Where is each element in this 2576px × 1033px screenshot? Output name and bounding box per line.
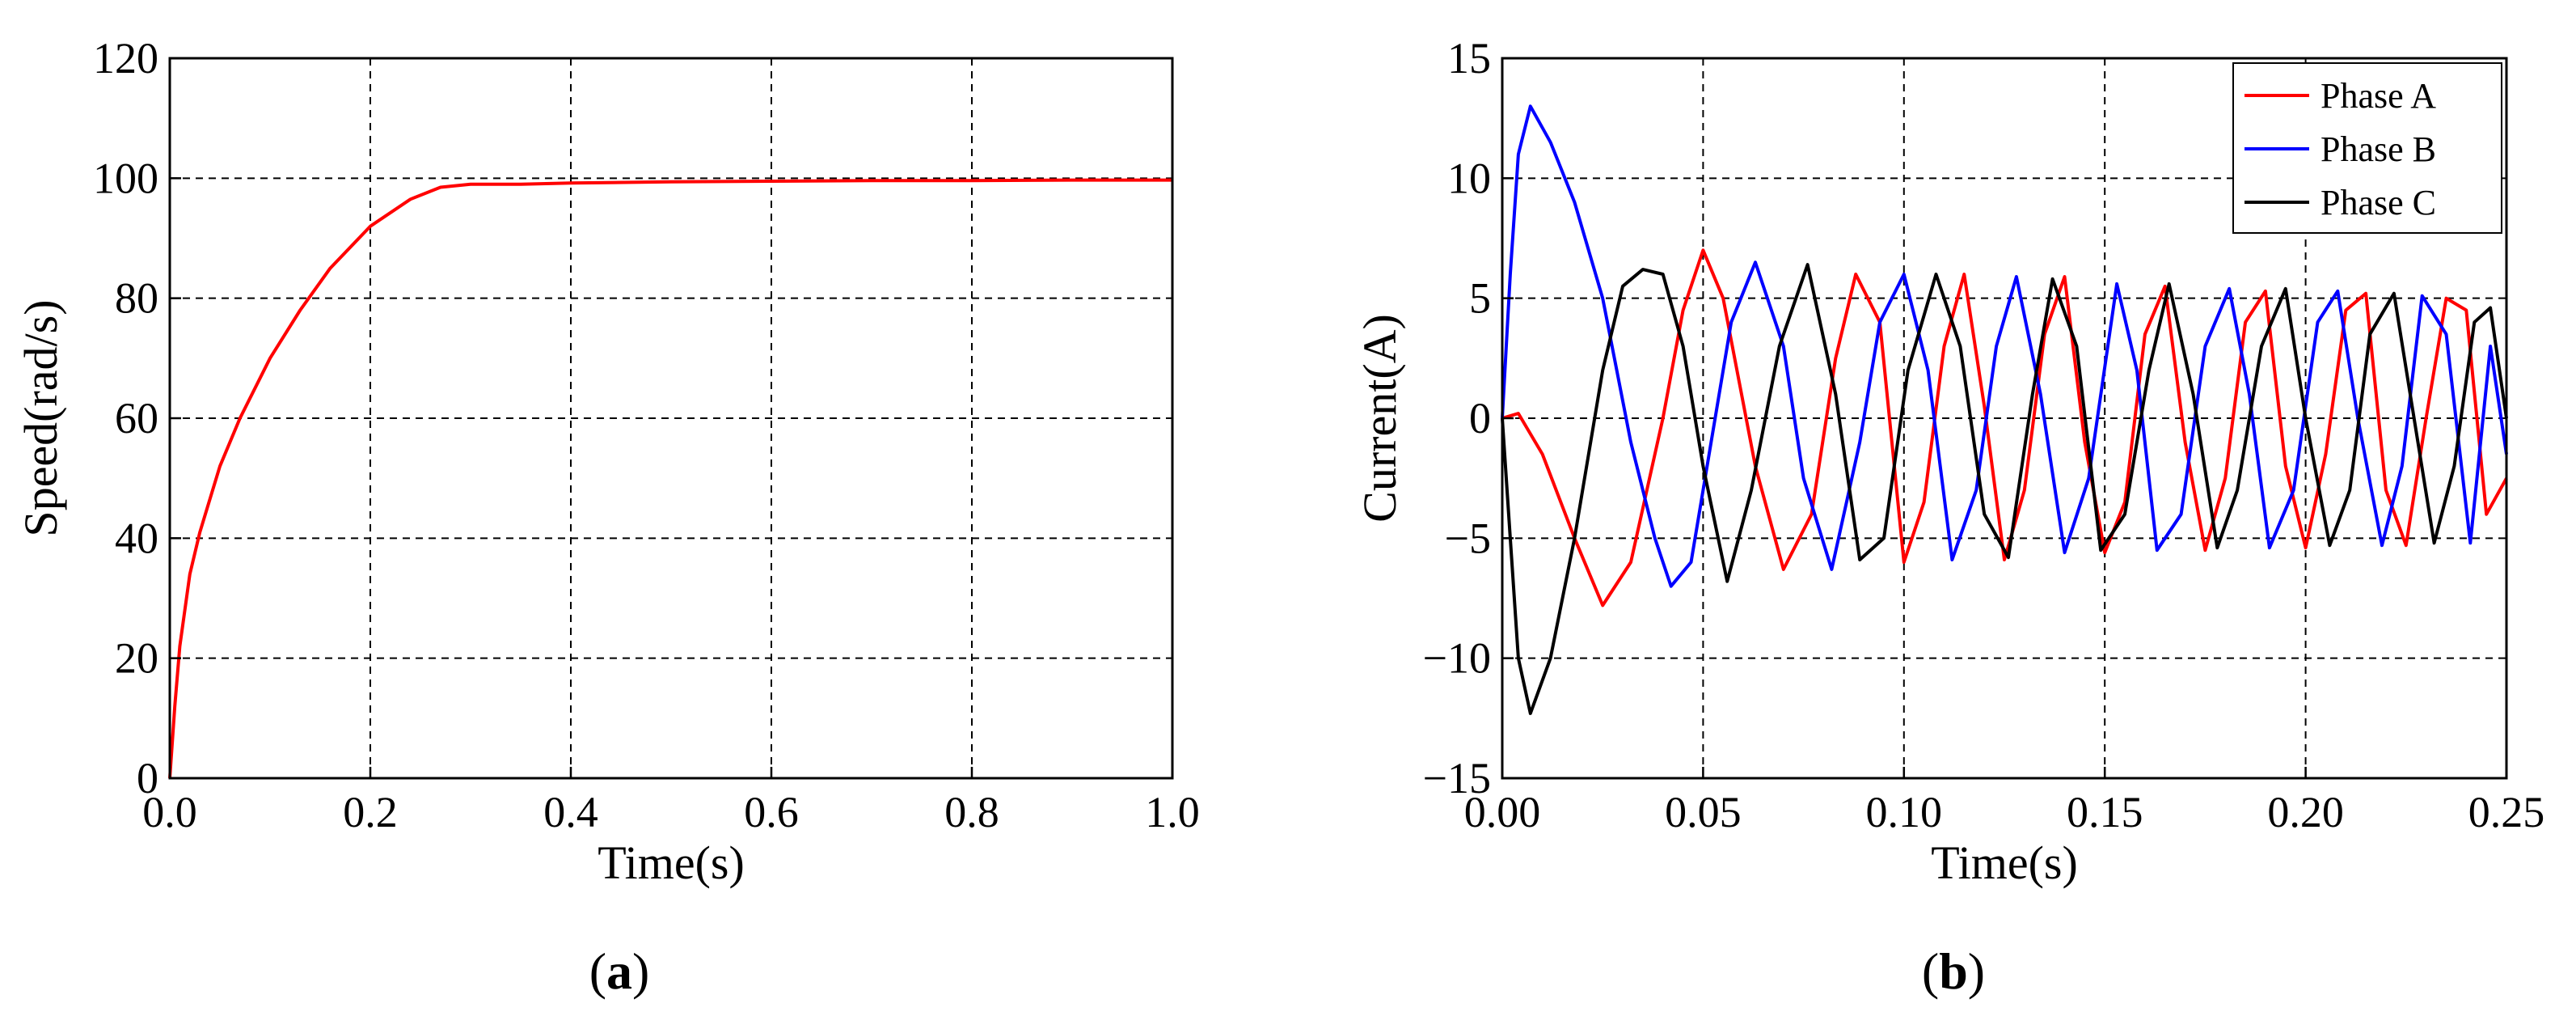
chart-a-xtick-label: 0.2 bbox=[343, 788, 398, 836]
chart-a-ylabel: Speed(rad/s) bbox=[15, 299, 67, 536]
chart-a: 0.0 0.2 0.4 0.6 0.8 1.0 0 20 40 60 80 100 120 Time(s)… bbox=[15, 34, 1200, 1000]
chart-a-xtick-label: 1.0 bbox=[1145, 788, 1200, 836]
chart-b-ylabel: Current(A) bbox=[1353, 314, 1406, 523]
chart-b-xlabel: Time(s) bbox=[1931, 836, 2078, 889]
chart-b-ytick-label: −10 bbox=[1423, 634, 1491, 683]
chart-a-ytick-label: 20 bbox=[115, 634, 158, 683]
chart-b-ytick-label: −15 bbox=[1423, 754, 1491, 802]
chart-a-ytick-label: 80 bbox=[115, 274, 158, 323]
chart-b-xtick-label: 0.20 bbox=[2267, 788, 2344, 836]
chart-b-ytick-label: 10 bbox=[1447, 154, 1491, 202]
chart-b: 0.00 0.05 0.10 0.15 0.20 0.25 −15 −10 −5 0 5 10 15 Ti… bbox=[1353, 34, 2544, 1000]
chart-b-ytick-label: 15 bbox=[1447, 34, 1491, 83]
chart-a-ytick-label: 120 bbox=[93, 34, 158, 83]
chart-b-ytick-label: 0 bbox=[1469, 394, 1491, 442]
chart-b-legend-label: Phase C bbox=[2321, 183, 2436, 222]
chart-b-legend-label: Phase A bbox=[2321, 76, 2436, 116]
chart-b-ytick-label: −5 bbox=[1445, 514, 1491, 562]
chart-a-ytick-label: 40 bbox=[115, 514, 158, 562]
chart-b-panel-label: (b) bbox=[1922, 942, 1985, 1000]
chart-b-xtick-label: 0.15 bbox=[2067, 788, 2143, 836]
chart-a-ytick-label: 100 bbox=[93, 154, 158, 202]
chart-a-ytick-label: 0 bbox=[137, 754, 158, 802]
chart-b-series-phase-b-line bbox=[1501, 104, 2508, 588]
chart-b-legend: Phase A Phase B Phase C bbox=[2232, 62, 2502, 234]
chart-a-plot-frame bbox=[168, 57, 1174, 780]
chart-a-xtick-label: 0.6 bbox=[744, 788, 799, 836]
chart-a-panel-label: (a) bbox=[589, 942, 650, 1000]
chart-b-series-phase-c-line bbox=[1501, 263, 2508, 715]
chart-a-series-0-line bbox=[168, 178, 1172, 779]
chart-b-ytick-label: 5 bbox=[1469, 274, 1491, 323]
chart-a-xlabel: Time(s) bbox=[598, 836, 745, 889]
chart-a-xtick-label: 0.4 bbox=[543, 788, 598, 836]
chart-b-xtick-label: 0.25 bbox=[2468, 788, 2545, 836]
chart-b-xtick-label: 0.05 bbox=[1665, 788, 1742, 836]
chart-a-ytick-label: 60 bbox=[115, 394, 158, 442]
chart-b-legend-label: Phase B bbox=[2321, 129, 2436, 169]
chart-b-xtick-label: 0.10 bbox=[1866, 788, 1943, 836]
chart-a-xtick-label: 0.0 bbox=[142, 788, 197, 836]
chart-a-xtick-label: 0.8 bbox=[944, 788, 999, 836]
chart-b-xtick-label: 0.00 bbox=[1464, 788, 1541, 836]
